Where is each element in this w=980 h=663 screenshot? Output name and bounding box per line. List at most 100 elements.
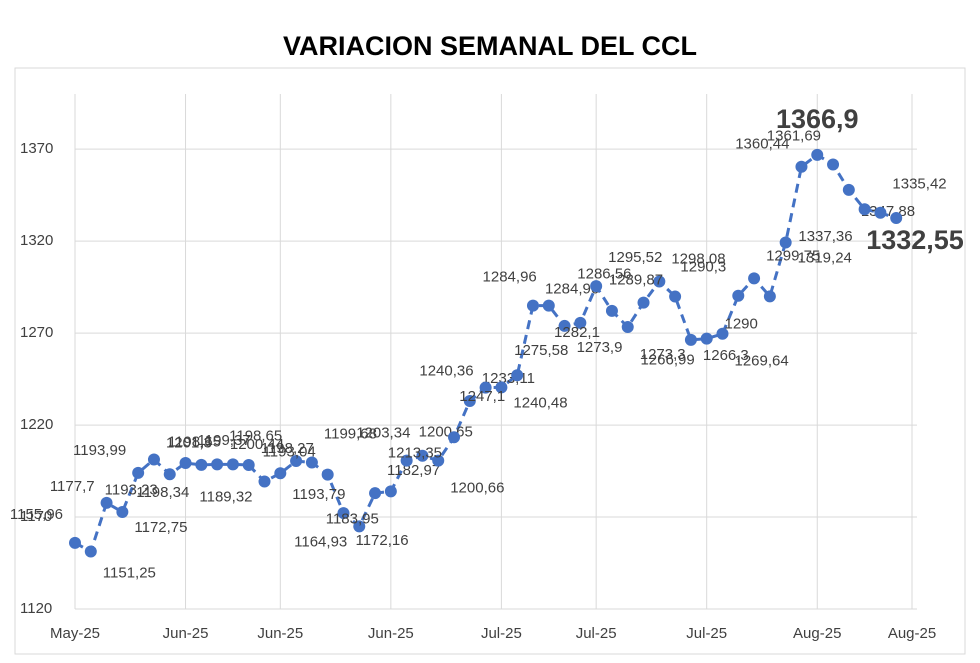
data-point (795, 160, 808, 173)
data-point (542, 299, 555, 312)
data-point (163, 468, 176, 481)
data-label: 1199,68 (324, 425, 377, 442)
data-point (116, 505, 129, 518)
data-label: 1335,42 (892, 176, 946, 193)
data-label: 1247,1 (459, 388, 505, 405)
data-label: 1266,3 (703, 347, 749, 364)
data-point (669, 290, 682, 303)
data-point (653, 275, 666, 288)
data-label: 1164,93 (294, 533, 347, 550)
data-label: 1273,9 (577, 339, 623, 356)
data-label: 1361,69 (767, 127, 821, 144)
data-point (511, 369, 524, 382)
data-point (321, 468, 334, 481)
data-label: 1189,32 (199, 488, 252, 505)
data-point (274, 467, 287, 480)
data-label: 1319,24 (798, 250, 852, 267)
data-point (132, 466, 145, 479)
data-point (69, 536, 81, 549)
data-point (526, 299, 539, 312)
data-point (179, 457, 192, 470)
data-point (416, 449, 429, 462)
y-tick-label: 1120 (20, 600, 52, 617)
x-tick-label: Jul-25 (576, 625, 617, 642)
chart-title: VARIACION SEMANAL DEL CCL (283, 31, 697, 61)
data-point (590, 280, 603, 293)
x-tick-label: Aug-25 (888, 625, 936, 642)
data-point (732, 289, 745, 302)
data-point (874, 206, 887, 219)
data-label: 1177,7 (50, 478, 95, 495)
data-label: 1198,65 (168, 433, 221, 450)
y-tick-label: 1270 (20, 324, 53, 341)
data-point (479, 381, 492, 394)
data-label: 1200,66 (450, 480, 504, 497)
data-point (716, 327, 729, 340)
data-label: 1299,75 (766, 247, 820, 264)
data-label: 1200,44 (230, 436, 284, 453)
data-point (384, 485, 397, 498)
data-label: 1193,04 (263, 444, 316, 461)
data-point (842, 183, 855, 196)
data-label: 1337,36 (798, 228, 852, 245)
data-point (558, 319, 571, 332)
x-tick-label: May-25 (50, 625, 100, 642)
data-point (448, 431, 461, 444)
data-label: 1172,75 (134, 519, 187, 536)
data-label: 1199,37 (198, 432, 251, 449)
data-point (684, 333, 697, 346)
data-label: 1284,96 (483, 269, 537, 286)
data-label: 1290 (724, 315, 757, 332)
data-label: 1151,25 (103, 564, 156, 581)
x-tick-label: Jun-25 (368, 625, 414, 642)
data-label: 1198,27 (261, 440, 314, 457)
data-point (858, 203, 871, 216)
data-point (621, 321, 634, 334)
x-tick-label: Jun-25 (257, 625, 303, 642)
data-point (637, 296, 650, 309)
data-label: 1275,58 (514, 342, 568, 359)
data-point (779, 236, 792, 249)
data-label: 1213,35 (388, 444, 442, 461)
data-label: 1273,3 (640, 346, 686, 363)
data-label: 1182,97 (387, 462, 440, 479)
data-point (369, 487, 382, 500)
data-label: 1198,65 (229, 427, 282, 444)
data-label: 1366,9 (776, 104, 859, 134)
data-label: 1201,3 (166, 434, 212, 451)
data-label: 1290,3 (680, 259, 726, 276)
data-label: 1240,36 (419, 363, 473, 380)
data-point (147, 453, 160, 466)
data-label: 1286,56 (577, 266, 631, 283)
data-point (305, 456, 318, 469)
data-point (827, 158, 840, 171)
data-point (700, 332, 713, 345)
data-label: 1193,99 (73, 442, 126, 459)
data-label: 1193,79 (292, 486, 345, 503)
x-tick-label: Jul-25 (686, 625, 727, 642)
data-label: 1155,96 (10, 506, 63, 523)
data-label: 1183,95 (326, 510, 379, 527)
data-point (432, 454, 445, 467)
data-point (574, 316, 587, 329)
data-point (258, 475, 271, 488)
data-label: 1198,34 (136, 484, 189, 501)
x-tick-label: Jun-25 (163, 625, 209, 642)
x-tick-label: Aug-25 (793, 625, 841, 642)
chart-frame (14, 67, 966, 655)
data-point (337, 507, 350, 520)
data-point (495, 381, 508, 394)
data-point (463, 394, 476, 407)
data-point (400, 454, 413, 467)
x-tick-label: Jul-25 (481, 625, 522, 642)
data-label: 1289,87 (609, 272, 663, 289)
data-label: 1200,65 (419, 424, 473, 441)
data-point (605, 304, 618, 317)
data-point (353, 520, 366, 533)
y-tick-label: 1170 (20, 508, 52, 525)
data-point (748, 272, 761, 285)
data-point (195, 458, 208, 471)
data-point (242, 459, 255, 472)
data-point (84, 545, 97, 558)
